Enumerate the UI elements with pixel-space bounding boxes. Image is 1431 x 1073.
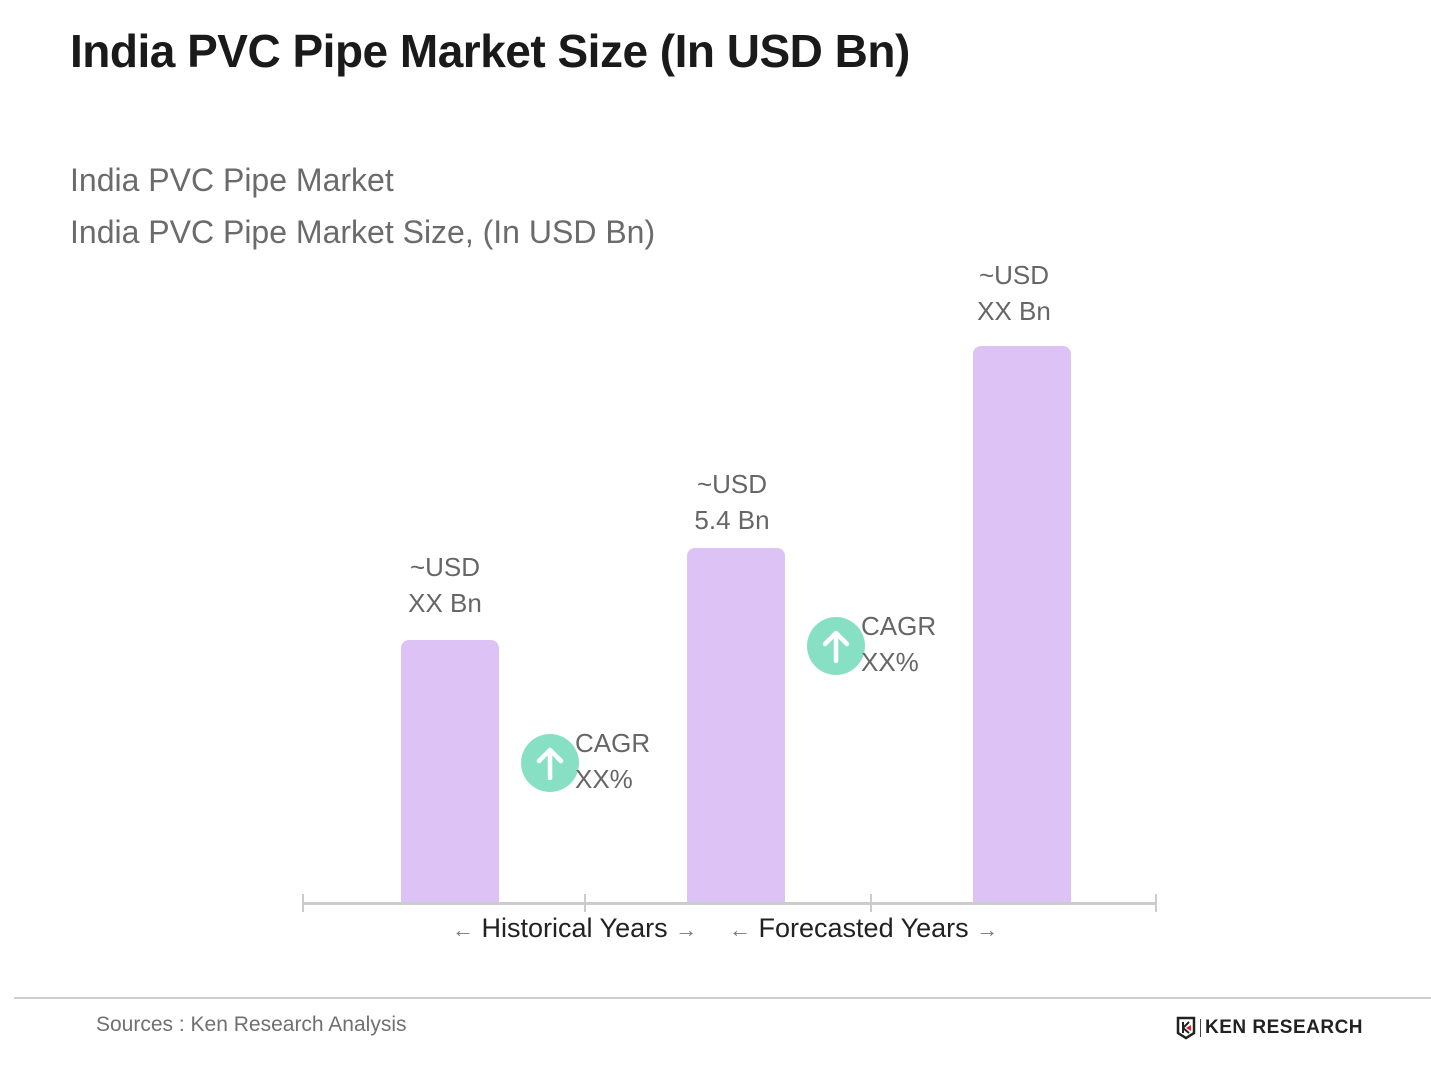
arrow-left-icon: ← bbox=[729, 917, 751, 942]
bar-value-label: ~USD XX Bn bbox=[365, 549, 525, 621]
footer-divider bbox=[14, 997, 1431, 999]
chart-subtitle-size: India PVC Pipe Market Size, (In USD Bn) bbox=[70, 214, 656, 250]
ken-research-logo: KEN RESEARCH bbox=[1176, 1016, 1363, 1040]
chart-title: India PVC Pipe Market Size (In USD Bn) bbox=[70, 25, 910, 77]
arrow-right-icon: → bbox=[675, 917, 698, 942]
bar-value-label: ~USD XX Bn bbox=[934, 257, 1094, 329]
cagr-title: CAGR bbox=[575, 728, 651, 758]
historical-years-text: Historical Years bbox=[481, 913, 668, 943]
bar-label-value: XX Bn bbox=[408, 588, 482, 618]
x-axis-line bbox=[303, 902, 1156, 905]
bar-label-value: XX Bn bbox=[977, 296, 1051, 326]
cagr-title: CAGR bbox=[861, 611, 937, 641]
cagr-up-arrow-icon bbox=[521, 734, 579, 792]
cagr-label: CAGR XX% bbox=[575, 725, 650, 797]
logo-separator bbox=[1200, 1019, 1201, 1037]
historical-years-label: ← Historical Years → bbox=[452, 913, 697, 944]
bar-base-year bbox=[687, 548, 785, 903]
source-note: Sources : Ken Research Analysis bbox=[96, 1013, 407, 1036]
bar-forecast-end bbox=[973, 346, 1071, 903]
forecasted-years-label: ← Forecasted Years → bbox=[729, 913, 998, 944]
forecasted-years-text: Forecasted Years bbox=[758, 913, 969, 943]
bar-label-prefix: ~USD bbox=[409, 552, 481, 582]
arrow-left-icon: ← bbox=[452, 917, 474, 942]
cagr-value: XX% bbox=[575, 764, 633, 794]
bar-value-label: ~USD 5.4 Bn bbox=[652, 466, 812, 538]
x-axis-tick bbox=[302, 894, 304, 912]
bar-label-value: 5.4 Bn bbox=[694, 505, 770, 535]
cagr-label: CAGR XX% bbox=[861, 608, 936, 680]
x-axis-tick bbox=[870, 894, 872, 912]
bar-historical-start bbox=[401, 640, 499, 903]
arrow-right-icon: → bbox=[976, 917, 999, 942]
chart-subtitle-market: India PVC Pipe Market bbox=[70, 162, 394, 198]
cagr-value: XX% bbox=[861, 647, 919, 677]
ken-research-shield-icon bbox=[1176, 1016, 1196, 1040]
x-axis-tick bbox=[1155, 894, 1157, 912]
x-axis-tick bbox=[584, 894, 586, 912]
logo-text: KEN RESEARCH bbox=[1205, 1017, 1364, 1038]
bar-label-prefix: ~USD bbox=[978, 260, 1050, 290]
cagr-up-arrow-icon bbox=[807, 617, 865, 675]
bar-label-prefix: ~USD bbox=[696, 469, 768, 499]
